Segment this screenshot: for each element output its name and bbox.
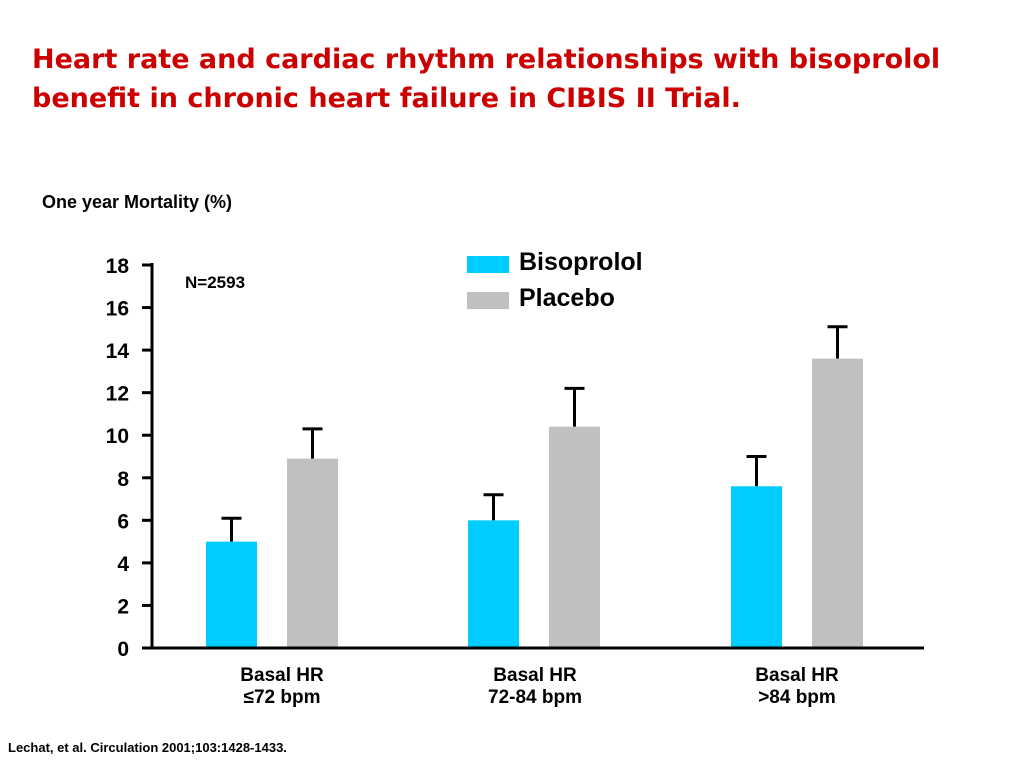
x-category-label-2-line-2: 72-84 bpm xyxy=(488,687,582,708)
x-category-label-1: Basal HR ≤72 bpm xyxy=(202,665,362,709)
x-category-label-1-line-2: ≤72 bpm xyxy=(243,687,321,708)
x-category-label-3-line-2: >84 bpm xyxy=(758,687,836,708)
bar-placebo-1 xyxy=(287,458,338,648)
chart-title-line-1: Heart rate and cardiac rhythm relationsh… xyxy=(32,44,941,75)
citation-footnote: Lechat, et al. Circulation 2001;103:1428… xyxy=(8,740,287,755)
x-category-label-3: Basal HR >84 bpm xyxy=(717,665,877,709)
y-tick-label-0: 0 xyxy=(117,638,129,661)
y-tick-label-8: 8 xyxy=(117,468,129,491)
y-tick-label-16: 16 xyxy=(106,298,129,321)
x-category-label-2: Basal HR 72-84 bpm xyxy=(455,665,615,709)
legend-label-bisoprolol: Bisoprolol xyxy=(519,248,643,276)
x-category-label-1-line-1: Basal HR xyxy=(240,665,324,686)
x-category-label-2-line-1: Basal HR xyxy=(493,665,577,686)
bar-bisoprolol-3 xyxy=(731,486,782,648)
legend-swatch-bisoprolol xyxy=(467,256,509,273)
x-category-label-3-line-1: Basal HR xyxy=(755,665,839,686)
bar-bisoprolol-1 xyxy=(206,541,257,648)
legend-label-placebo: Placebo xyxy=(519,284,615,312)
y-tick-label-6: 6 xyxy=(117,510,129,533)
y-axis-label: One year Mortality (%) xyxy=(42,192,233,212)
y-tick-label-18: 18 xyxy=(106,255,130,278)
y-tick-label-4: 4 xyxy=(117,553,129,576)
y-tick-label-10: 10 xyxy=(106,425,129,448)
bar-bisoprolol-2 xyxy=(468,520,519,648)
chart-title-line-2: benefit in chronic heart failure in CIBI… xyxy=(32,83,741,114)
y-tick-label-14: 14 xyxy=(106,340,130,363)
bar-placebo-2 xyxy=(549,426,600,648)
sample-size-note: N=2593 xyxy=(185,273,246,292)
y-tick-label-12: 12 xyxy=(106,383,129,406)
y-tick-label-2: 2 xyxy=(117,595,129,618)
legend-swatch-placebo xyxy=(467,292,509,309)
bar-placebo-3 xyxy=(812,358,863,648)
chart-title: Heart rate and cardiac rhythm relationsh… xyxy=(32,40,1002,118)
